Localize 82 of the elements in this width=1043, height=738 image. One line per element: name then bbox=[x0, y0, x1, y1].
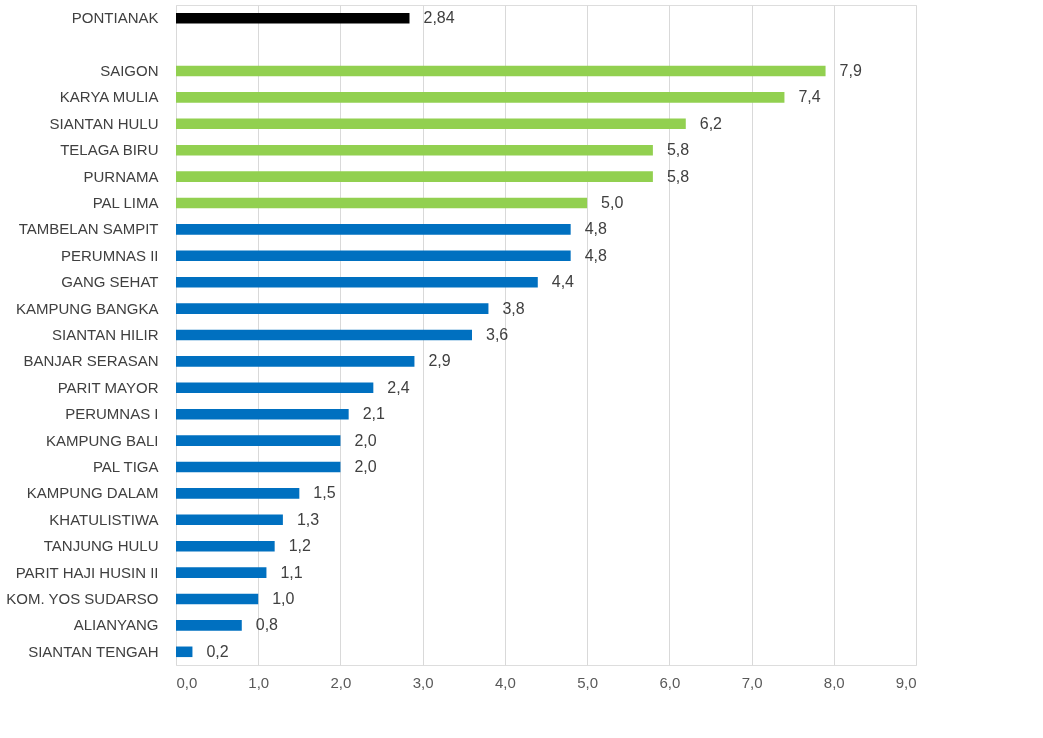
bar bbox=[176, 92, 785, 103]
bar bbox=[176, 540, 275, 552]
data-label: 7,9 bbox=[839, 62, 862, 79]
y-tick-label: KAMPUNG DALAM bbox=[26, 484, 159, 502]
data-label: 4,8 bbox=[584, 246, 608, 264]
bar bbox=[176, 224, 571, 235]
x-tick-label: 5,0 bbox=[577, 673, 599, 691]
data-label: 1,1 bbox=[280, 563, 303, 581]
x-tick-label: 8,0 bbox=[823, 673, 845, 691]
data-label: 2,4 bbox=[387, 378, 410, 396]
y-tick-label: SIANTAN HILIR bbox=[52, 326, 159, 343]
y-tick-label: KOM. YOS SUDARSO bbox=[6, 590, 159, 607]
x-tick-label: 3,0 bbox=[412, 673, 434, 691]
y-tick-label: PURNAMA bbox=[83, 167, 159, 185]
bar bbox=[176, 171, 653, 182]
data-label: 1,2 bbox=[288, 537, 312, 555]
y-tick-label: KARYA MULIA bbox=[59, 88, 159, 106]
data-label: 2,0 bbox=[354, 431, 377, 449]
bar bbox=[176, 144, 653, 156]
bar bbox=[176, 461, 341, 473]
y-tick-label: PERUMNAS II bbox=[60, 246, 159, 264]
data-label: 0,2 bbox=[206, 642, 229, 660]
y-tick-label: BANJAR SERASAN bbox=[23, 352, 159, 370]
x-tick-label: 4,0 bbox=[494, 673, 516, 691]
data-label: 1,5 bbox=[313, 484, 336, 502]
data-label: 7,4 bbox=[798, 88, 821, 106]
data-label: 5,0 bbox=[601, 194, 624, 211]
data-label: 3,8 bbox=[502, 299, 525, 317]
y-tick-label: KHATULISTIWA bbox=[49, 510, 159, 528]
y-tick-label: TELAGA BIRU bbox=[60, 141, 159, 159]
bar bbox=[176, 250, 571, 262]
y-tick-label: PARIT MAYOR bbox=[57, 378, 159, 396]
data-label: 5,8 bbox=[666, 167, 690, 185]
bar bbox=[176, 329, 472, 341]
data-label: 1,3 bbox=[296, 510, 320, 528]
data-label: 2,0 bbox=[354, 458, 377, 475]
x-tick-label: 0,0 bbox=[176, 673, 198, 691]
y-tick-label: GANG SEHAT bbox=[61, 273, 159, 291]
y-tick-label: SAIGON bbox=[100, 62, 159, 79]
y-tick-label: PARIT HAJI HUSIN II bbox=[15, 563, 159, 581]
y-tick-label: SIANTAN HULU bbox=[49, 114, 159, 132]
bar bbox=[176, 646, 193, 658]
y-tick-label: SIANTAN TENGAH bbox=[28, 642, 159, 660]
data-label: 6,2 bbox=[699, 114, 723, 132]
data-label: 2,1 bbox=[362, 405, 386, 423]
bar bbox=[176, 408, 349, 420]
y-tick-label: PERUMNAS I bbox=[65, 405, 159, 423]
data-label: 2,84 bbox=[423, 9, 455, 27]
bar bbox=[176, 435, 341, 446]
bar bbox=[176, 567, 267, 578]
y-tick-label: PAL TIGA bbox=[92, 458, 159, 475]
data-label: 1,0 bbox=[272, 590, 295, 607]
y-tick-label: PONTIANAK bbox=[71, 9, 159, 27]
bar bbox=[176, 65, 826, 77]
bar bbox=[176, 118, 686, 130]
bar bbox=[176, 12, 410, 24]
data-label: 0,8 bbox=[255, 616, 279, 634]
data-label: 4,4 bbox=[551, 273, 575, 291]
y-tick-label: TANJUNG HULU bbox=[43, 537, 159, 555]
data-label: 2,9 bbox=[428, 352, 451, 370]
data-label: 4,8 bbox=[584, 220, 608, 238]
bar bbox=[176, 382, 374, 394]
x-tick-label: 7,0 bbox=[741, 673, 763, 691]
x-tick-label: 6,0 bbox=[659, 673, 681, 691]
bar bbox=[176, 276, 538, 288]
bar bbox=[176, 356, 415, 367]
y-tick-label: TAMBELAN SAMPIT bbox=[18, 220, 159, 238]
y-tick-label: ALIANYANG bbox=[73, 616, 159, 634]
data-label: 5,8 bbox=[666, 141, 690, 159]
bar bbox=[176, 303, 489, 314]
x-tick-label: 1,0 bbox=[248, 673, 270, 691]
bar bbox=[176, 197, 588, 209]
x-tick-label: 9,0 bbox=[895, 673, 917, 691]
bar bbox=[176, 620, 242, 631]
y-tick-label: KAMPUNG BANGKA bbox=[15, 299, 159, 317]
data-label: 3,6 bbox=[486, 326, 509, 343]
bar bbox=[176, 593, 259, 605]
bar bbox=[176, 514, 283, 526]
bar bbox=[176, 488, 300, 499]
y-tick-label: KAMPUNG BALI bbox=[45, 431, 159, 449]
y-tick-label: PAL LIMA bbox=[92, 194, 159, 211]
x-tick-label: 2,0 bbox=[330, 673, 352, 691]
